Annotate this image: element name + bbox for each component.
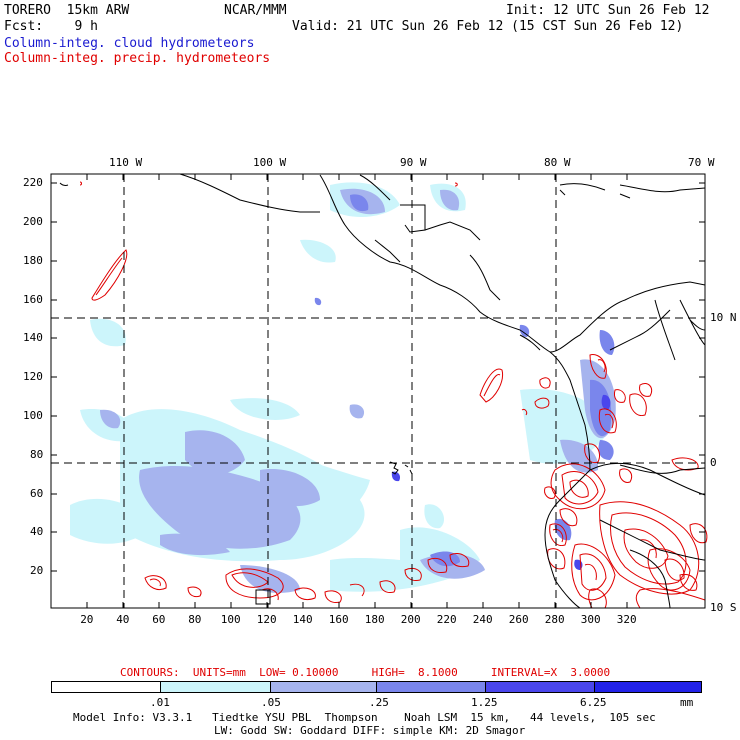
y-tick-label: 60 [30,487,44,500]
lat-label: 0 [710,456,717,469]
precip-field-label: Column-integ. precip. hydrometeors [4,51,271,66]
contour-info: CONTOURS: UNITS=mm LOW= 0.10000 HIGH= 8.… [120,666,611,679]
lat-label: 10 N [710,311,737,324]
x-tick-label: 240 [472,613,493,626]
x-tick-label: 120 [256,613,277,626]
org-label: NCAR/MMM [224,3,287,18]
y-tick-label: 200 [23,215,43,228]
lon-label: 110 W [109,156,143,169]
x-tick-label: 300 [580,613,601,626]
x-tick-label: 40 [116,613,130,626]
y-tick-label: 180 [23,254,43,267]
y-tick-label: 140 [23,331,43,344]
y-tick-label: 20 [30,564,44,577]
valid-time: Valid: 21 UTC Sun 26 Feb 12 (15 CST Sun … [292,19,684,34]
y-tick-label: 120 [23,370,43,383]
lon-label: 70 W [688,156,715,169]
x-tick-label: 220 [436,613,457,626]
colorbar-label: .05 [261,696,281,709]
model-info: Model Info: V3.3.1 Tiedtke YSU PBL Thomp… [73,711,656,724]
precip-contours [79,181,708,609]
init-time: Init: 12 UTC Sun 26 Feb 12 [506,3,710,18]
y-tick-label: 80 [30,448,44,461]
cloud-shading [70,182,616,593]
x-tick-label: 180 [364,613,385,626]
y-tick-label: 40 [30,525,44,538]
colorbar-label: .25 [369,696,389,709]
x-tick-label: 140 [292,613,313,626]
y-tick-label: 220 [23,176,43,189]
y-tick-label: 100 [23,409,43,422]
colorbar-label: 6.25 [580,696,607,709]
colorbar-label: 1.25 [471,696,498,709]
colorbar-segment [160,681,270,693]
colorbar-frame [51,681,702,693]
cloud-field-label: Column-integ. cloud hydrometeors [4,36,255,51]
model-title: TORERO 15km ARW [4,3,130,18]
colorbar-segment [270,681,376,693]
x-tick-label: 280 [544,613,565,626]
lon-label: 80 W [544,156,571,169]
x-tick-label: 200 [400,613,421,626]
latlon-grid [51,174,705,608]
forecast-hour: Fcst: 9 h [4,19,98,34]
lat-label: 10 S [710,601,737,614]
colorbar-label: .01 [150,696,170,709]
colorbar-segment [485,681,594,693]
x-tick-label: 20 [80,613,94,626]
lon-label: 100 W [253,156,287,169]
colorbar-unit: mm [680,696,694,709]
x-tick-label: 160 [328,613,349,626]
x-tick-label: 100 [220,613,241,626]
x-tick-label: 60 [152,613,166,626]
colorbar-segment [376,681,485,693]
x-tick-label: 320 [616,613,637,626]
map-frame [50,173,706,609]
y-tick-label: 160 [23,293,43,306]
x-tick-label: 260 [508,613,529,626]
lon-label: 90 W [400,156,427,169]
x-tick-label: 80 [188,613,202,626]
coastlines [59,173,706,609]
model-info-physics: LW: Godd SW: Goddard DIFF: simple KM: 2D… [214,724,526,737]
colorbar-segment [594,681,702,693]
